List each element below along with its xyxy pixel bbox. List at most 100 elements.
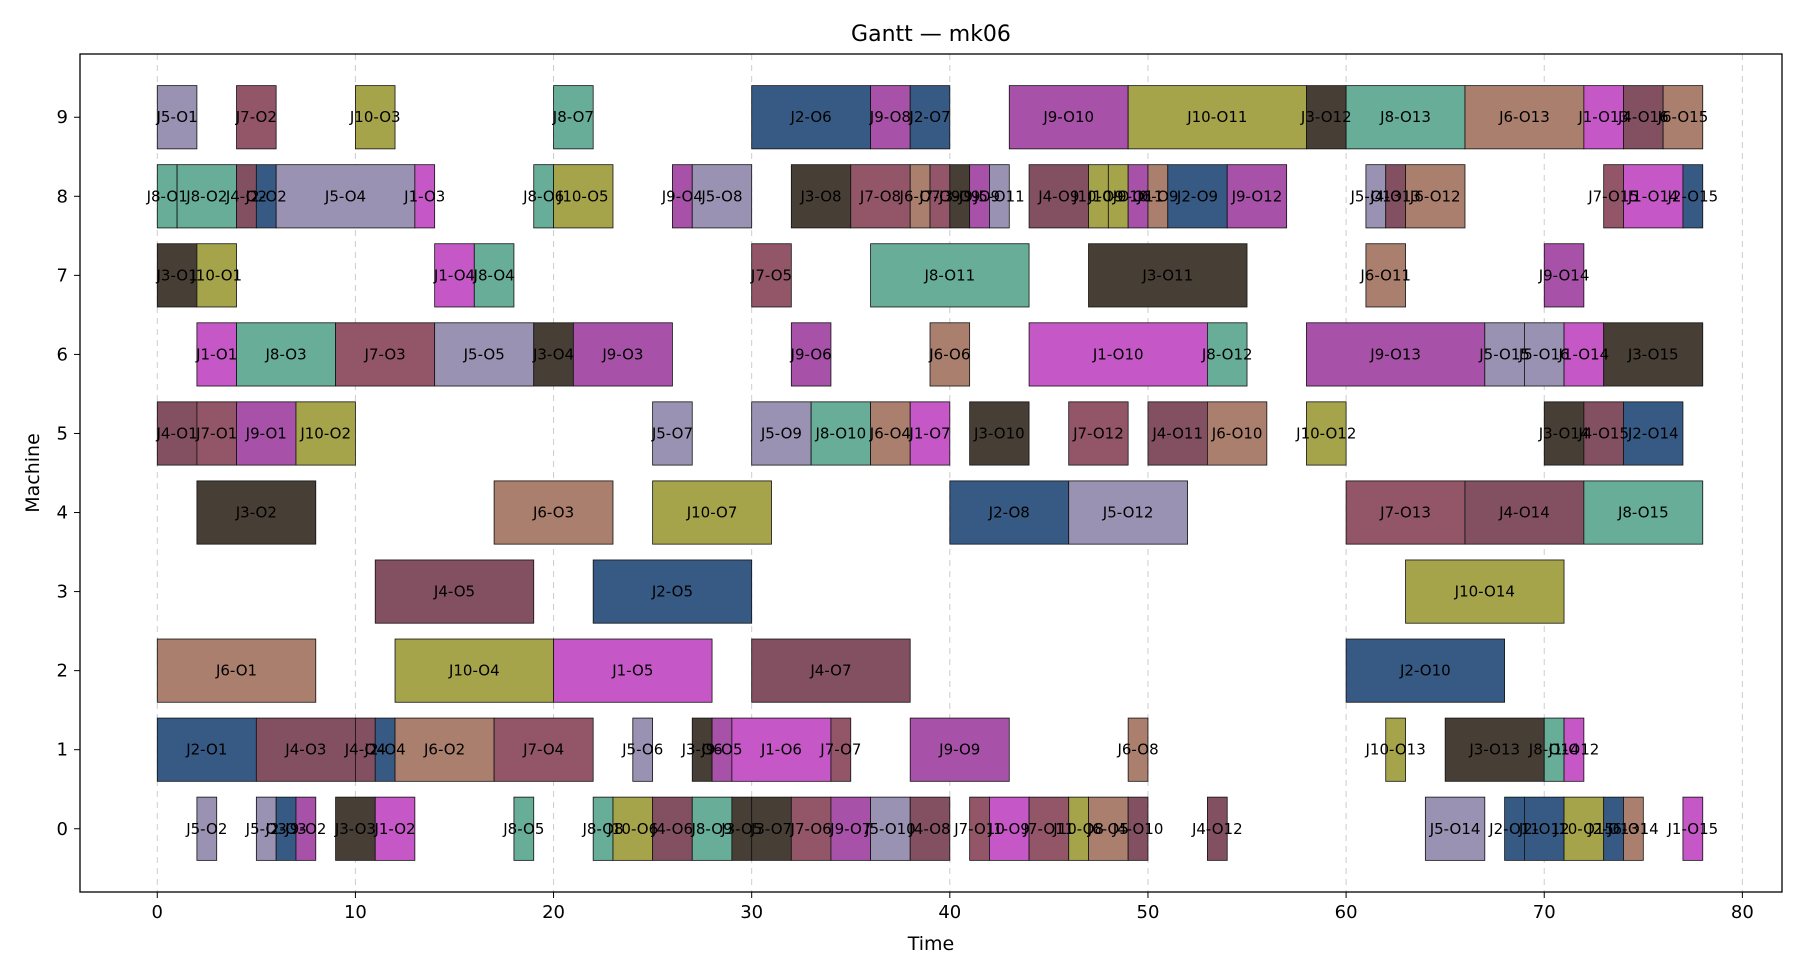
task-bar-j3-o15 [1603,322,1704,387]
task-bar-j10-o11 [1127,85,1307,150]
task-label-j7-o6: J7-O6 [790,820,832,838]
task-bar-j9-o8 [870,85,911,150]
task-bar-j8-o11 [870,243,1030,308]
task-bar-j5-o2 [196,796,218,861]
task-label-j1-o14: J1-O14 [1627,187,1679,205]
task-label-j8-o11: J8-O11 [923,266,975,284]
task-label-j4-o9: J4-O9 [1037,187,1079,205]
task-label-j4-o3: J4-O3 [284,741,326,759]
task-bar-j4-o11 [1147,401,1208,466]
task-bar-j6-o8 [1127,717,1149,782]
task-bar-j2-o7 [909,85,951,150]
task-bar-j9-o1 [236,401,297,466]
task-label-j8-o7: J8-O7 [552,108,594,126]
task-bar-j4-o1 [156,401,198,466]
x-tick-label-5: 50 [1137,902,1160,923]
task-bar-j6-o15 [1662,85,1704,150]
y-tick-label-0: 0 [57,819,68,840]
task-bar-j5-o1 [156,85,198,150]
task-label-j10-o13: J10-O13 [1365,741,1426,759]
task-label-j6-o6: J6-O6 [928,345,970,363]
task-bar-j5-o12 [1068,480,1188,545]
task-bar-j3-o2 [196,480,317,545]
x-tick-label-3: 30 [740,902,763,923]
task-bar-j3-o12 [1306,85,1347,150]
task-label-j5-o9: J5-O9 [760,424,802,442]
task-bar-j4-o14 [1464,480,1585,545]
task-bar-j7-o13 [1345,480,1466,545]
x-tick-label-7: 70 [1533,902,1556,923]
y-tick-label-7: 7 [57,265,68,286]
task-label-j8-o2: J8-O2 [185,187,227,205]
x-axis-ticks: 0 10 20 30 40 50 60 70 80 [152,892,1754,923]
task-label-j8-o4: J8-O4 [473,266,515,284]
task-label-j4-o4: J4-O4 [344,741,386,759]
task-label-j1-o14: J1-O14 [1558,345,1610,363]
task-bar-j5-o5 [434,322,535,387]
task-label-j9-o1: J9-O1 [245,424,287,442]
task-label-j7-o1: J7-O1 [195,424,237,442]
task-label-j1-o10: J1-O10 [1092,345,1144,363]
task-label-j9-o9: J9-O9 [958,187,1000,205]
x-tick-label-2: 20 [542,902,565,923]
y-axis-ticks: 0 1 2 3 4 5 6 7 8 9 [57,107,80,840]
task-label-j9-o8: J9-O8 [869,108,911,126]
task-label-j6-o4: J6-O4 [869,424,911,442]
task-label-j7-o13: J7-O13 [1379,504,1431,522]
task-label-j4-o8: J4-O8 [908,820,950,838]
task-label-j4-o1: J4-O1 [156,424,198,442]
task-bar-j4-o8 [909,796,951,861]
task-label-j3-o14: J3-O14 [1538,424,1590,442]
task-label-j10-o7: J10-O7 [686,504,738,522]
task-label-j8-o9: J8-O9 [690,820,732,838]
task-label-j5-o13: J5-O13 [1349,187,1401,205]
task-label-j7-o10: J7-O10 [953,820,1005,838]
task-bar-j2-o12 [1524,796,1565,861]
task-bar-j4-o16 [1623,85,1664,150]
y-tick-label-5: 5 [57,423,68,444]
task-bar-j1-o1 [196,322,237,387]
task-label-j10-o12: J10-O12 [1295,424,1356,442]
task-bar-j6-o2 [394,717,495,782]
task-bar-j1-o2 [374,796,416,861]
task-bar-j1-o15 [1682,796,1704,861]
task-bar-j7-o8 [850,164,911,229]
task-label-j6-o11: J6-O11 [1359,266,1411,284]
task-bars [156,85,1704,861]
task-bar-j10-o12 [1306,401,1347,466]
plot-area [79,53,1783,893]
task-bar-j7-o11 [1028,796,1070,861]
task-label-j3-o1: J3-O1 [156,266,198,284]
task-label-j7-o9: J7-O9 [918,187,960,205]
task-label-j3-o10: J3-O10 [973,424,1025,442]
task-bar-j10-o1 [196,243,237,308]
task-bar-j8-o7 [553,85,594,150]
task-label-j7-o4: J7-O4 [522,741,564,759]
task-label-j5-o4: J5-O4 [324,187,366,205]
y-axis-label: Machine [22,433,44,513]
task-bar-j1-o10 [1028,322,1208,387]
task-label-j4-o15: J4-O15 [1577,424,1629,442]
task-label-j7-o15: J7-O15 [1587,187,1639,205]
x-tick-label-8: 80 [1731,902,1754,923]
task-bar-j6-o12 [1405,164,1466,229]
task-bar-j10-o6 [612,796,654,861]
task-label-j2-o3: J2-O3 [264,820,306,838]
task-label-j10-o9: J10-O9 [1072,187,1124,205]
x-axis-label: Time [907,933,955,955]
task-bar-j1-o13 [1583,85,1624,150]
task-label-j8-o14: J8-O14 [1528,741,1580,759]
task-label-j10-o4: J10-O4 [448,662,500,680]
task-label-j3-o12: J3-O12 [1300,108,1352,126]
task-label-j8-o1: J8-O1 [146,187,188,205]
task-label-j9-o12: J9-O12 [1231,187,1283,205]
task-label-j1-o7: J1-O7 [908,424,950,442]
task-bar-j4-o5 [374,559,535,624]
y-tick-label-2: 2 [57,661,68,682]
task-label-j3-o15: J3-O15 [1627,345,1679,363]
task-bar-j7-o2 [236,85,277,150]
task-bar-j6-o4 [870,401,911,466]
task-bar-j6-o10 [1207,401,1268,466]
task-label-j6-o15: J6-O15 [1657,108,1709,126]
task-label-j9-o14: J9-O14 [1538,266,1590,284]
